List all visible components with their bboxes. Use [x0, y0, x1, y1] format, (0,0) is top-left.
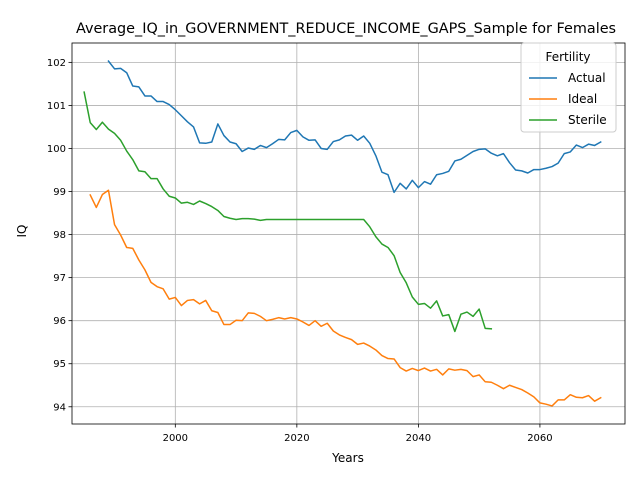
- legend-label-actual: Actual: [568, 71, 606, 85]
- y-tick-label: 97: [53, 273, 66, 284]
- x-tick-label: 2020: [284, 433, 309, 444]
- legend-box: [520, 42, 617, 133]
- x-tick-label: 2040: [406, 433, 431, 444]
- legend-label-ideal: Ideal: [568, 92, 597, 106]
- x-axis-ticks: 2000 2020 2040 2060: [163, 424, 553, 444]
- series-layer: [83, 60, 602, 407]
- y-tick-label: 94: [53, 402, 66, 413]
- y-tick-label: 100: [47, 144, 66, 155]
- y-axis-label: IQ: [15, 225, 29, 238]
- legend-entries: Actual Ideal Sterile: [529, 71, 607, 127]
- chart-title: Average_IQ_in_GOVERNMENT_REDUCE_INCOME_G…: [76, 21, 616, 37]
- legend: Fertility Actual Ideal Sterile: [520, 42, 617, 133]
- x-tick-label: 2060: [527, 433, 552, 444]
- y-tick-label: 98: [53, 230, 66, 241]
- y-tick-label: 99: [53, 187, 66, 198]
- series-line-sterile: [83, 91, 493, 333]
- y-tick-label: 101: [47, 101, 66, 112]
- plot-frame: [71, 42, 626, 425]
- legend-title: Fertility: [545, 50, 590, 64]
- series-line-actual: [107, 60, 602, 194]
- x-axis-label: Years: [331, 451, 364, 465]
- series-line-ideal: [89, 189, 602, 407]
- y-tick-label: 95: [53, 359, 66, 370]
- legend-label-sterile: Sterile: [568, 113, 607, 127]
- y-tick-label: 102: [47, 58, 66, 69]
- y-axis-ticks: 94 95 96 97 98 99 100 101 102: [47, 58, 72, 413]
- x-tick-label: 2000: [163, 433, 188, 444]
- y-tick-label: 96: [53, 316, 66, 327]
- grid: [72, 43, 625, 424]
